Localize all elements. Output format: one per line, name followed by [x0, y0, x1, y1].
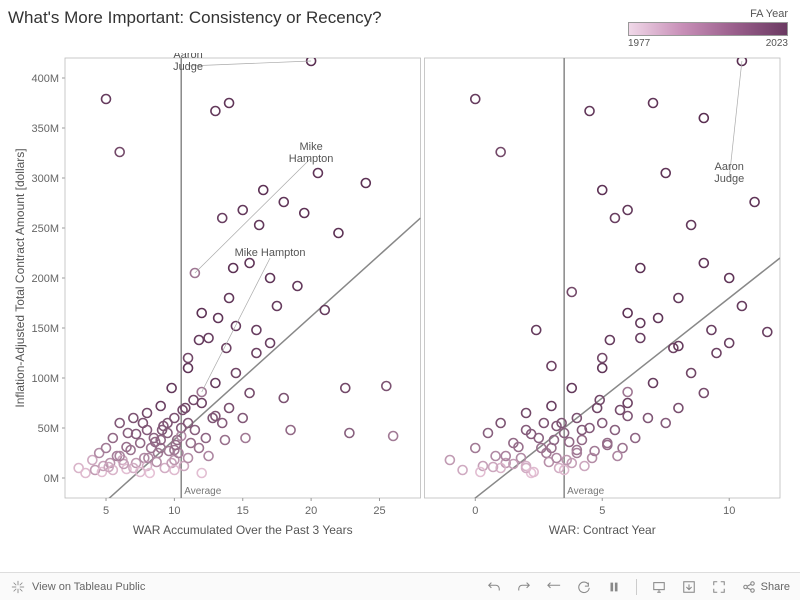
- legend-max: 2023: [766, 38, 788, 49]
- svg-text:Aaron: Aaron: [173, 53, 202, 61]
- chart-title: What's More Important: Consistency or Re…: [8, 8, 382, 28]
- svg-text:Inflation-Adjusted Total Contr: Inflation-Adjusted Total Contract Amount…: [13, 148, 27, 407]
- legend-ticks: 1977 2023: [628, 38, 788, 49]
- svg-text:Mike: Mike: [299, 141, 322, 153]
- legend-gradient: [628, 22, 788, 36]
- toolbar-right: Share: [486, 579, 790, 595]
- share-button[interactable]: Share: [741, 579, 790, 595]
- svg-text:Average: Average: [184, 486, 222, 497]
- fullscreen-icon[interactable]: [711, 579, 727, 595]
- svg-text:Judge: Judge: [714, 173, 744, 185]
- svg-text:350M: 350M: [31, 123, 59, 135]
- svg-text:15: 15: [237, 505, 249, 517]
- svg-text:10: 10: [723, 505, 735, 517]
- svg-text:0M: 0M: [44, 473, 59, 485]
- svg-text:300M: 300M: [31, 173, 59, 185]
- svg-text:10: 10: [168, 505, 180, 517]
- undo-icon[interactable]: [486, 579, 502, 595]
- svg-text:0: 0: [472, 505, 478, 517]
- refresh-icon[interactable]: [576, 579, 592, 595]
- device-icon[interactable]: [651, 579, 667, 595]
- svg-text:WAR: Contract Year: WAR: Contract Year: [549, 523, 656, 537]
- svg-text:Average: Average: [567, 486, 605, 497]
- svg-text:50M: 50M: [38, 423, 59, 435]
- svg-text:5: 5: [103, 505, 109, 517]
- revert-icon[interactable]: [546, 579, 562, 595]
- svg-text:Mike Hampton: Mike Hampton: [235, 247, 306, 259]
- svg-text:Aaron: Aaron: [715, 161, 744, 173]
- svg-text:WAR Accumulated Over the Past: WAR Accumulated Over the Past 3 Years: [133, 523, 353, 537]
- view-label: View on Tableau Public: [32, 581, 145, 593]
- tableau-logo-icon: [10, 579, 26, 595]
- svg-text:Hampton: Hampton: [289, 153, 334, 165]
- color-legend: FA Year 1977 2023: [628, 8, 788, 49]
- share-label: Share: [761, 581, 790, 593]
- svg-text:150M: 150M: [31, 323, 59, 335]
- svg-text:20: 20: [305, 505, 317, 517]
- svg-text:400M: 400M: [31, 73, 59, 85]
- chart-svg[interactable]: Inflation-Adjusted Total Contract Amount…: [10, 53, 790, 553]
- toolbar: View on Tableau Public Share: [0, 572, 800, 600]
- svg-text:25: 25: [373, 505, 385, 517]
- tableau-link[interactable]: View on Tableau Public: [10, 579, 145, 595]
- download-icon[interactable]: [681, 579, 697, 595]
- svg-text:200M: 200M: [31, 273, 59, 285]
- redo-icon[interactable]: [516, 579, 532, 595]
- svg-text:Judge: Judge: [173, 61, 203, 73]
- pause-icon[interactable]: [606, 579, 622, 595]
- legend-label: FA Year: [628, 8, 788, 20]
- header: What's More Important: Consistency or Re…: [0, 0, 800, 53]
- legend-min: 1977: [628, 38, 650, 49]
- separator: [636, 579, 637, 595]
- svg-text:100M: 100M: [31, 373, 59, 385]
- svg-text:250M: 250M: [31, 223, 59, 235]
- plot-area: Inflation-Adjusted Total Contract Amount…: [10, 53, 790, 553]
- svg-text:5: 5: [599, 505, 605, 517]
- share-icon: [741, 579, 757, 595]
